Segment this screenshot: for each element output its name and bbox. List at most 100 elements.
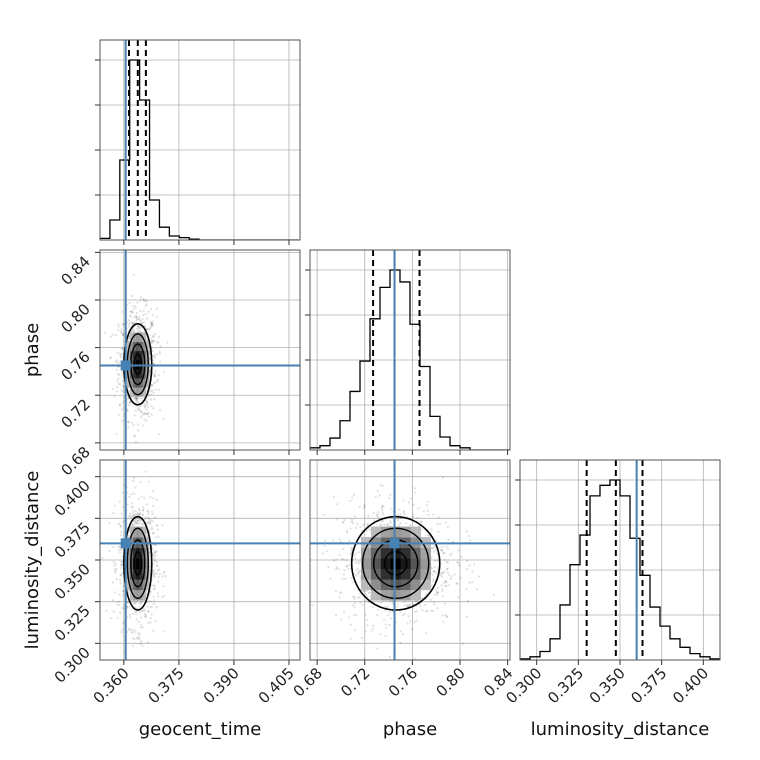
density-cell bbox=[361, 568, 372, 580]
sample-point bbox=[460, 555, 463, 559]
sample-point bbox=[389, 521, 392, 524]
sample-point bbox=[397, 514, 400, 517]
sample-point bbox=[161, 524, 164, 527]
sample-point bbox=[151, 513, 154, 516]
sample-point bbox=[152, 548, 155, 551]
sample-point bbox=[409, 603, 412, 606]
sample-point bbox=[135, 316, 138, 319]
sample-point bbox=[323, 544, 326, 547]
sample-point bbox=[351, 518, 354, 522]
sample-point bbox=[147, 411, 150, 414]
sample-point bbox=[141, 523, 144, 526]
sample-point bbox=[159, 409, 162, 412]
sample-point bbox=[128, 401, 131, 404]
sample-point bbox=[120, 328, 123, 331]
truth-marker bbox=[389, 538, 400, 549]
sample-point bbox=[401, 614, 404, 617]
sample-point bbox=[443, 602, 446, 605]
sample-point bbox=[441, 588, 444, 591]
sample-point bbox=[453, 573, 456, 576]
sample-point bbox=[420, 520, 423, 523]
sample-point bbox=[417, 507, 420, 510]
sample-point bbox=[353, 613, 356, 616]
sample-point bbox=[154, 372, 157, 375]
sample-point bbox=[152, 504, 155, 508]
sample-point bbox=[158, 572, 161, 576]
sample-point bbox=[138, 318, 141, 321]
contour-line bbox=[130, 343, 146, 386]
sample-point bbox=[355, 574, 358, 578]
density-cell bbox=[145, 558, 150, 570]
sample-point bbox=[144, 300, 147, 303]
sample-point bbox=[412, 514, 415, 517]
density-cell bbox=[136, 558, 140, 570]
sample-point bbox=[356, 567, 359, 570]
sample-point bbox=[118, 549, 121, 552]
sample-point bbox=[132, 612, 135, 616]
sample-point bbox=[120, 631, 123, 634]
sample-point bbox=[145, 403, 148, 406]
sample-point bbox=[340, 591, 343, 594]
sample-point bbox=[365, 530, 368, 533]
density-cell bbox=[142, 387, 147, 397]
sample-point bbox=[405, 603, 408, 607]
sample-point bbox=[359, 601, 362, 604]
sample-point bbox=[122, 333, 125, 336]
sample-point bbox=[441, 595, 444, 598]
density-cell bbox=[400, 526, 412, 538]
sample-point bbox=[131, 421, 134, 424]
sample-point bbox=[343, 569, 346, 572]
sample-point bbox=[144, 304, 147, 307]
sample-point bbox=[144, 615, 147, 619]
density-cell bbox=[410, 558, 421, 570]
density-cell bbox=[136, 350, 140, 361]
sample-point bbox=[150, 384, 153, 387]
sample-point bbox=[362, 506, 365, 510]
sample-point bbox=[356, 522, 359, 526]
sample-point bbox=[132, 305, 135, 308]
sample-point bbox=[136, 637, 139, 640]
sample-point bbox=[374, 495, 377, 498]
sample-point bbox=[363, 590, 366, 593]
sample-point bbox=[130, 493, 133, 496]
sample-point bbox=[339, 618, 343, 621]
density-cell bbox=[133, 526, 137, 538]
density-cell bbox=[126, 350, 131, 361]
sample-point bbox=[148, 369, 151, 372]
sample-point bbox=[127, 592, 130, 595]
sample-point bbox=[131, 509, 134, 512]
sample-point bbox=[126, 409, 129, 412]
sample-point bbox=[129, 515, 132, 518]
sample-point bbox=[121, 390, 124, 393]
sample-point bbox=[354, 573, 357, 576]
sample-point bbox=[462, 642, 465, 645]
sample-point bbox=[142, 321, 145, 324]
sample-point bbox=[444, 614, 447, 617]
sample-point bbox=[119, 551, 122, 554]
sample-point bbox=[132, 424, 135, 427]
density-cell bbox=[133, 350, 137, 361]
sample-point bbox=[367, 515, 370, 518]
sample-point bbox=[444, 580, 448, 583]
sample-point bbox=[113, 591, 116, 594]
sample-point bbox=[134, 631, 137, 634]
sample-point bbox=[381, 508, 384, 511]
sample-point bbox=[121, 561, 124, 564]
sample-point bbox=[345, 565, 349, 568]
sample-point bbox=[455, 582, 458, 585]
sample-point bbox=[147, 405, 150, 408]
sample-point bbox=[157, 373, 161, 377]
sample-point bbox=[164, 575, 167, 578]
density-cell bbox=[420, 547, 431, 559]
sample-point bbox=[121, 572, 124, 575]
sample-point bbox=[141, 513, 144, 516]
sample-point bbox=[117, 323, 120, 326]
sample-point bbox=[121, 370, 124, 374]
sample-point bbox=[150, 322, 153, 325]
sample-point bbox=[139, 319, 142, 322]
sample-point bbox=[475, 588, 479, 591]
sample-point bbox=[427, 513, 430, 516]
density-cell bbox=[139, 387, 144, 397]
sample-point bbox=[430, 556, 433, 559]
sample-point bbox=[153, 557, 156, 560]
